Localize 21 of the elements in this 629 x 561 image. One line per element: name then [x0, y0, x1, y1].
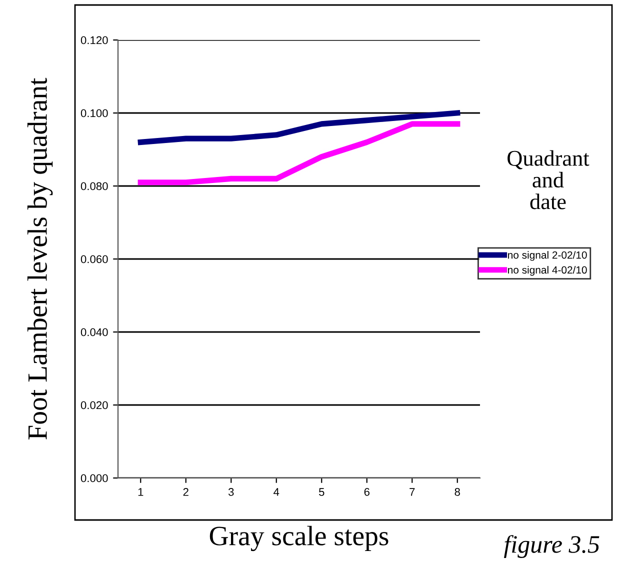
x-tick-label: 4	[274, 488, 280, 496]
x-tick-label: 7	[410, 488, 415, 496]
y-tick-label: 0.040	[80, 328, 108, 336]
caption: figure 3.5	[504, 535, 600, 558]
x-tick-label: 8	[454, 488, 460, 496]
legend-title: Quadrant and date	[508, 150, 590, 210]
x-tick-label: 1	[138, 488, 144, 496]
y-axis-title: Foot Lambert levels by quadrant	[27, 78, 53, 440]
x-tick-label: 6	[364, 488, 370, 496]
y-tick-label: 0.120	[80, 36, 108, 44]
x-tick-label: 5	[318, 488, 324, 496]
y-tick-label: 0.060	[80, 255, 108, 264]
x-tick-label: 3	[228, 488, 234, 496]
y-tick-label: 0.100	[80, 109, 108, 118]
x-axis-title: Gray scale steps	[210, 526, 388, 552]
legend-label: no signal 2-02/10	[508, 251, 587, 261]
x-tick-label: 2	[183, 488, 188, 496]
y-tick-label: 0.080	[80, 182, 108, 190]
legend-label: no signal 4-02/10	[508, 266, 587, 276]
y-tick-label: 0.020	[80, 401, 108, 410]
y-tick-label: 0.000	[80, 474, 108, 482]
